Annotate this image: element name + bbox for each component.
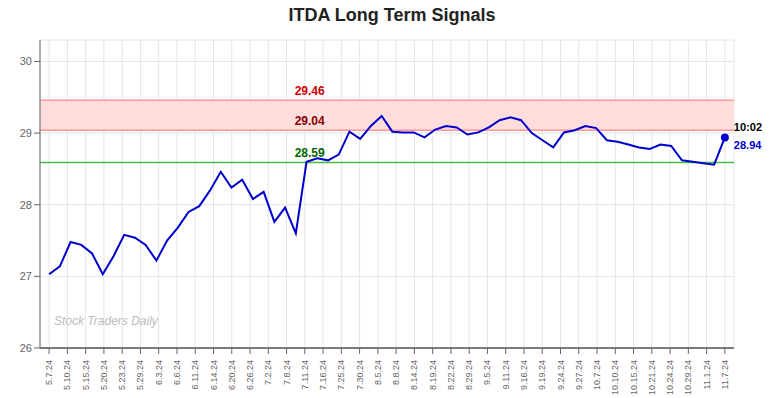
svg-text:5.29.24: 5.29.24	[135, 360, 145, 390]
svg-text:11.1.24: 11.1.24	[702, 360, 712, 389]
svg-text:7.11.24: 7.11.24	[300, 360, 310, 389]
svg-text:10.24.24: 10.24.24	[665, 360, 675, 395]
svg-text:8.5.24: 8.5.24	[373, 360, 383, 385]
svg-text:5.23.24: 5.23.24	[117, 360, 127, 390]
svg-text:5.15.24: 5.15.24	[81, 360, 91, 390]
svg-text:6.26.24: 6.26.24	[245, 360, 255, 390]
svg-text:9.27.24: 9.27.24	[574, 360, 584, 390]
svg-text:9.16.24: 9.16.24	[519, 360, 529, 390]
svg-text:10:02: 10:02	[734, 121, 762, 133]
svg-text:10.29.24: 10.29.24	[683, 360, 693, 395]
svg-text:10.10.24: 10.10.24	[610, 360, 620, 395]
svg-text:28.94: 28.94	[734, 139, 762, 151]
svg-text:6.6.24: 6.6.24	[172, 360, 182, 385]
svg-text:6.14.24: 6.14.24	[209, 360, 219, 390]
svg-text:8.29.24: 8.29.24	[464, 360, 474, 390]
svg-text:29: 29	[20, 127, 32, 139]
svg-text:27: 27	[20, 270, 32, 282]
svg-text:9.24.24: 9.24.24	[556, 360, 566, 390]
svg-text:7.16.24: 7.16.24	[318, 360, 328, 390]
svg-text:7.8.24: 7.8.24	[282, 360, 292, 385]
svg-text:5.20.24: 5.20.24	[99, 360, 109, 390]
svg-text:10.7.24: 10.7.24	[592, 360, 602, 390]
svg-text:8.19.24: 8.19.24	[428, 360, 438, 390]
svg-text:9.11.24: 9.11.24	[501, 360, 511, 389]
svg-text:7.25.24: 7.25.24	[336, 360, 346, 390]
svg-text:11.7.24: 11.7.24	[720, 360, 730, 389]
svg-text:6.11.24: 6.11.24	[190, 360, 200, 389]
svg-text:9.19.24: 9.19.24	[537, 360, 547, 390]
html-text:Stock Traders Daily: Stock Traders Daily	[54, 314, 158, 328]
svg-text:8.22.24: 8.22.24	[446, 360, 456, 390]
svg-text:10.21.24: 10.21.24	[647, 360, 657, 395]
svg-text:6.20.24: 6.20.24	[227, 360, 237, 390]
svg-text:5.10.24: 5.10.24	[62, 360, 72, 390]
svg-text:9.5.24: 9.5.24	[482, 360, 492, 385]
svg-text:7.2.24: 7.2.24	[263, 360, 273, 385]
svg-text:7.30.24: 7.30.24	[355, 360, 365, 390]
svg-text:29.46: 29.46	[295, 84, 325, 98]
svg-text:29.04: 29.04	[295, 114, 325, 128]
svg-text:28: 28	[20, 199, 32, 211]
svg-text:10.15.24: 10.15.24	[629, 360, 639, 395]
svg-text:26: 26	[20, 342, 32, 354]
html-text:ITDA Long Term Signals: ITDA Long Term Signals	[288, 5, 496, 25]
svg-text:6.3.24: 6.3.24	[154, 360, 164, 385]
svg-text:30: 30	[20, 55, 32, 67]
svg-text:8.14.24: 8.14.24	[409, 360, 419, 390]
svg-text:28.59: 28.59	[295, 146, 325, 160]
svg-text:8.8.24: 8.8.24	[391, 360, 401, 385]
svg-text:5.7.24: 5.7.24	[44, 360, 54, 385]
